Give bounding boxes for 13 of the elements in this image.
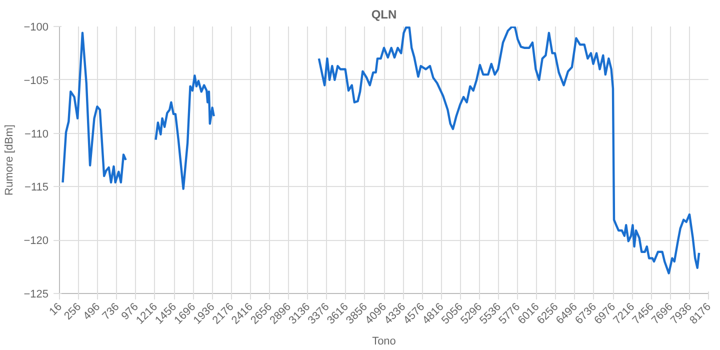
x-tick-label: 16 — [47, 300, 64, 318]
chart-title: QLN — [371, 8, 397, 22]
y-tick-label: −110 — [24, 128, 49, 140]
y-axis-title: Rumore [dBm] — [4, 124, 16, 196]
y-tick-label: −115 — [24, 182, 49, 194]
x-tick-label: 256 — [62, 300, 84, 322]
x-tick-label: 736 — [100, 300, 122, 322]
y-tick-label: −120 — [24, 235, 49, 248]
x-tick-label: 496 — [81, 300, 103, 322]
y-tick-label: −105 — [24, 74, 49, 87]
y-tick-label: −100 — [24, 22, 49, 34]
x-axis-title: Tono — [372, 335, 396, 348]
y-tick-label: −125 — [24, 288, 49, 300]
